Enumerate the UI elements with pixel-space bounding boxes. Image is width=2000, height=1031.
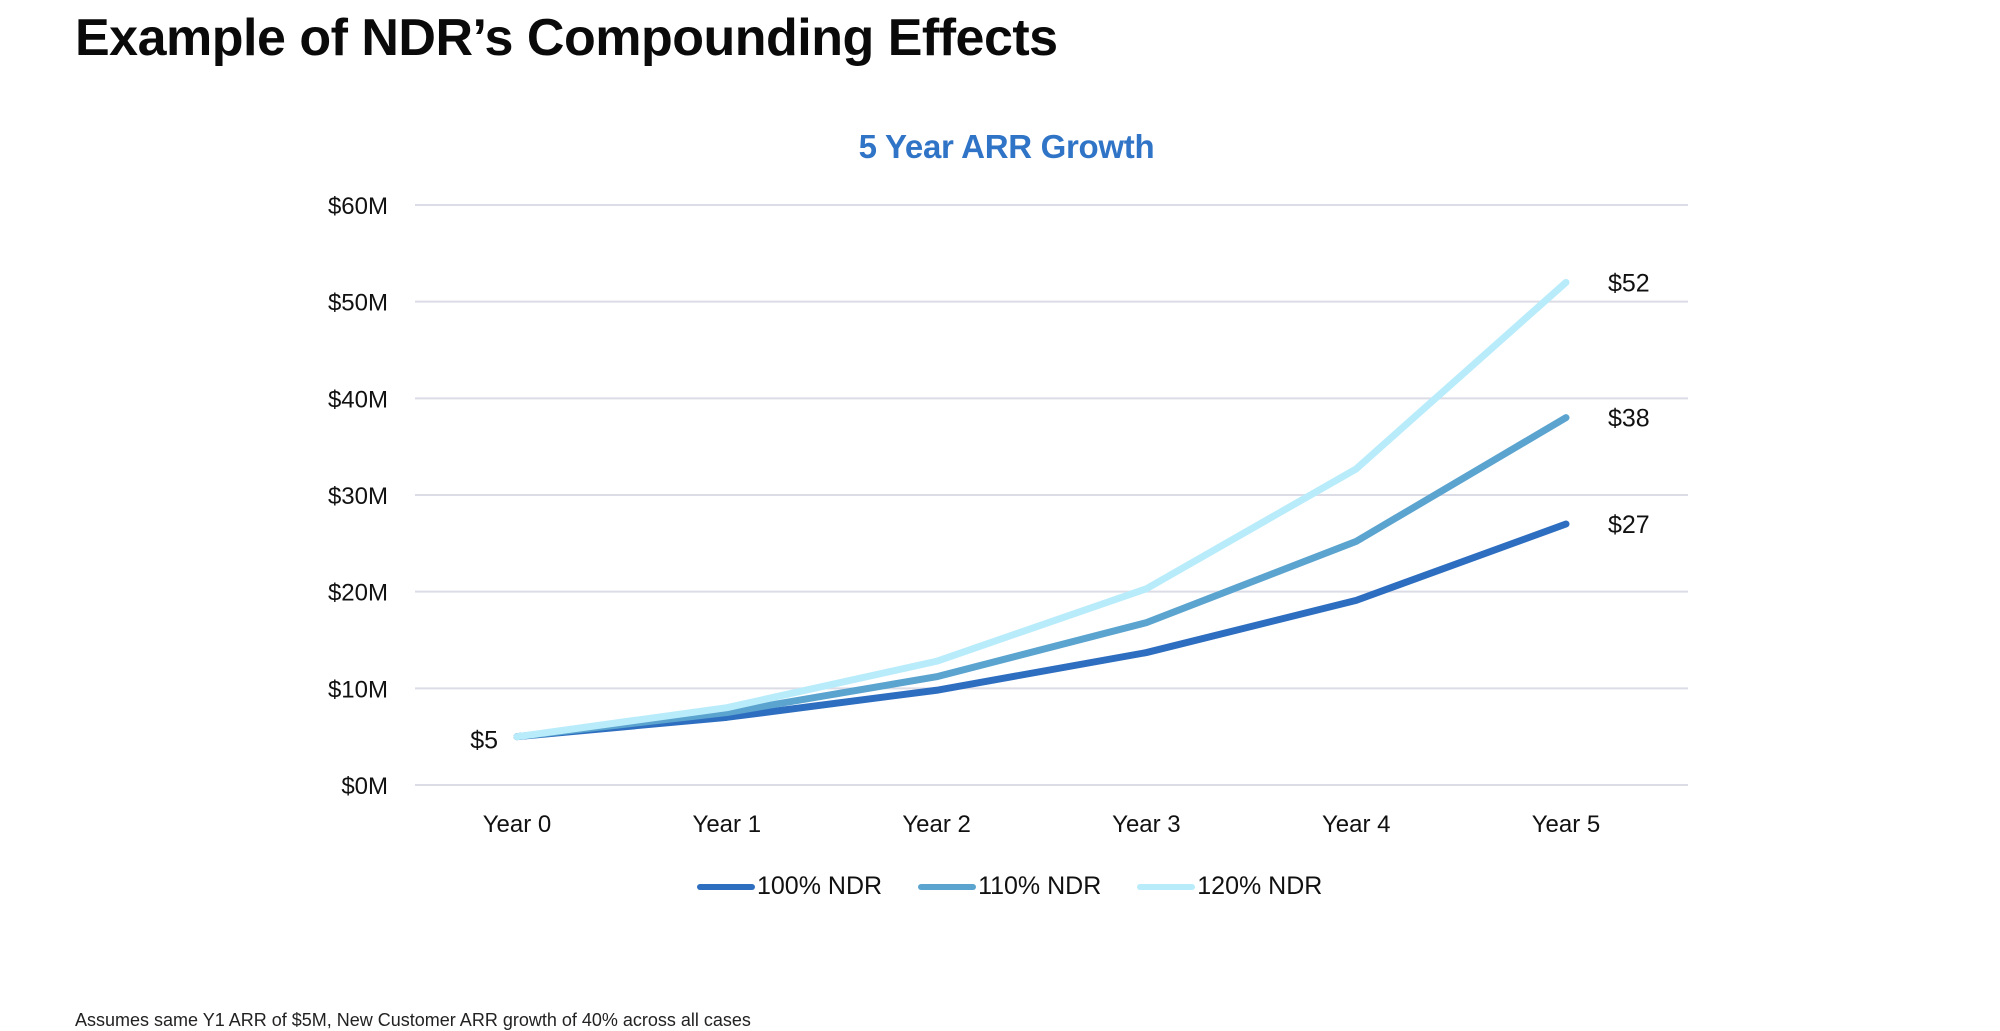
legend-item-110-ndr: 110% NDR: [918, 872, 1101, 901]
x-axis-tick-labels: Year 0 Year 1 Year 2 Year 3 Year 4 Year 5: [483, 811, 1601, 838]
legend-swatch-100-ndr: [697, 883, 755, 890]
x-tick-label: Year 3: [1112, 811, 1181, 838]
y-tick-label: $30M: [328, 483, 388, 510]
data-label: $27: [1608, 511, 1650, 539]
data-label: $38: [1608, 405, 1650, 433]
series-line-120-ndr: [513, 278, 1570, 741]
legend-item-120-ndr: 120% NDR: [1137, 872, 1322, 901]
series-line-110-ndr: [513, 414, 1570, 741]
footnote: Assumes same Y1 ARR of $5M, New Customer…: [75, 1010, 751, 1030]
y-tick-label: $60M: [328, 193, 388, 220]
data-label: $5: [470, 727, 498, 755]
data-label: $52: [1608, 269, 1650, 297]
legend-label: 100% NDR: [757, 872, 883, 900]
y-tick-label: $20M: [328, 580, 388, 607]
y-tick-label: $10M: [328, 676, 388, 703]
y-tick-label: $40M: [328, 386, 388, 413]
series-line-100-ndr: [513, 520, 1570, 741]
data-labels: $5 $52 $38 $27: [470, 269, 1650, 754]
y-tick-label: $0M: [341, 773, 388, 800]
series-lines: [513, 278, 1570, 741]
legend-label: 120% NDR: [1197, 872, 1323, 900]
x-tick-label: Year 5: [1532, 811, 1601, 838]
legend: 100% NDR 110% NDR 120% NDR: [697, 872, 1358, 901]
chart-title: 5 Year ARR Growth: [858, 128, 1155, 165]
legend-item-100-ndr: 100% NDR: [697, 872, 882, 901]
x-tick-label: Year 2: [902, 811, 971, 838]
gridlines: [415, 204, 1688, 786]
y-tick-label: $50M: [328, 290, 388, 317]
y-axis-tick-labels: $0M $10M $20M $30M $40M $50M $60M: [328, 193, 388, 800]
legend-swatch-120-ndr: [1137, 883, 1196, 890]
x-tick-label: Year 0: [483, 811, 552, 838]
x-tick-label: Year 4: [1322, 811, 1391, 838]
page-title: Example of NDR’s Compounding Effects: [75, 9, 1058, 67]
legend-swatch-110-ndr: [918, 883, 977, 890]
x-tick-label: Year 1: [693, 811, 762, 838]
legend-label: 110% NDR: [978, 872, 1102, 900]
